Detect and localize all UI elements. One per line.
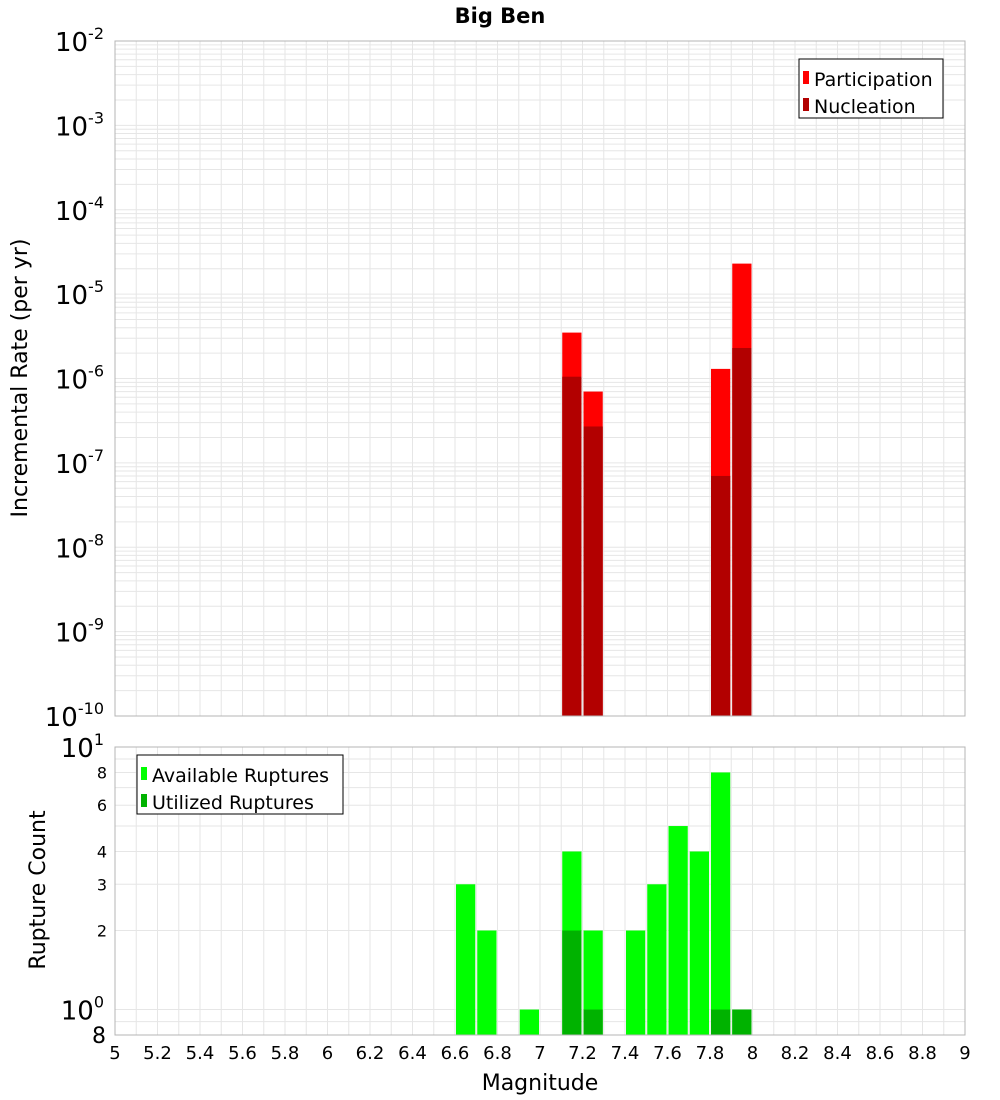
count-y-axis-label: Rupture Count <box>26 810 51 970</box>
y-tick-label: 10-2 <box>55 24 104 58</box>
x-tick-label: 7.6 <box>653 1043 682 1064</box>
legend-swatch <box>803 98 809 111</box>
x-tick-label: 5.4 <box>186 1043 215 1064</box>
x-tick-label: 8.6 <box>866 1043 895 1064</box>
x-tick-label: 6.2 <box>356 1043 385 1064</box>
y-tick-label: 8 <box>97 763 107 782</box>
x-tick-label: 7.4 <box>611 1043 640 1064</box>
y-tick-label: 10-8 <box>55 530 104 564</box>
legend-label: Available Ruptures <box>152 765 329 787</box>
y-tick-label: 10-9 <box>55 615 104 649</box>
bar-nucleation <box>732 347 752 716</box>
x-tick-label: 7.8 <box>696 1043 725 1064</box>
y-tick-label: 10-4 <box>55 193 104 227</box>
bar-available <box>689 851 709 1035</box>
legend-swatch <box>141 767 147 780</box>
plot-frame <box>114 40 966 717</box>
bar-nucleation <box>562 376 582 716</box>
y-tick-label: 8 <box>92 1024 106 1049</box>
legend-box <box>136 754 344 815</box>
y-tick-label: 10-3 <box>55 108 104 142</box>
bar-nucleation <box>583 426 603 716</box>
x-tick-label: 6.6 <box>441 1043 470 1064</box>
x-tick-label: 5.6 <box>228 1043 257 1064</box>
bar-available <box>583 930 603 1035</box>
bar-available <box>456 884 476 1035</box>
y-tick-label: 100 <box>61 993 104 1027</box>
legend-label: Nucleation <box>814 96 916 118</box>
x-tick-label: 5.2 <box>143 1043 172 1064</box>
legend-swatch <box>803 71 809 84</box>
x-tick-label: 8.4 <box>823 1043 852 1064</box>
y-tick-label: 10-10 <box>45 699 104 733</box>
legend-label: Participation <box>814 69 933 91</box>
x-tick-label: 5.8 <box>271 1043 300 1064</box>
x-tick-label: 8.2 <box>781 1043 810 1064</box>
x-tick-label: 8 <box>747 1043 758 1064</box>
x-tick-label: 6.4 <box>398 1043 427 1064</box>
x-tick-label: 7 <box>534 1043 545 1064</box>
bar-available <box>477 930 497 1035</box>
bar-utilized <box>562 930 582 1035</box>
x-tick-label: 8.8 <box>908 1043 937 1064</box>
y-tick-label: 10-5 <box>55 277 104 311</box>
y-tick-label: 101 <box>61 730 104 764</box>
x-tick-label: 6.8 <box>483 1043 512 1064</box>
bar-utilized <box>583 1009 603 1035</box>
bar-available <box>647 884 667 1035</box>
y-tick-label: 6 <box>97 796 107 815</box>
bar-utilized <box>732 1009 752 1035</box>
bar-utilized <box>711 1009 731 1035</box>
x-tick-label: 5 <box>109 1043 120 1064</box>
plot-frame <box>114 746 966 1036</box>
legend-label: Utilized Ruptures <box>152 792 314 814</box>
rate-panel: 10-10 10-9 10-8 10-7 10-6 10-5 10-4 10-3 10-2 Par… <box>45 24 966 733</box>
y-tick-label: 10-7 <box>55 446 104 480</box>
y-tick-label: 4 <box>97 842 107 861</box>
bar-available <box>668 826 688 1035</box>
x-tick-label: 7.2 <box>568 1043 597 1064</box>
x-tick-label: 6 <box>322 1043 333 1064</box>
bar-available <box>711 772 731 1035</box>
rate-y-axis-label: Incremental Rate (per yr) <box>8 239 33 518</box>
x-axis-label: Magnitude <box>482 1071 599 1096</box>
legend-box <box>798 58 944 119</box>
x-axis: 5 5.2 5.4 5.6 5.8 6 6.2 6.4 6.6 6.8 7 7.2 7.4 7.6 7.8 8… <box>109 1043 970 1064</box>
legend-swatch <box>141 794 147 807</box>
chart-title: Big Ben <box>455 4 546 28</box>
legend: Available Ruptures Utilized Ruptures <box>136 754 344 815</box>
x-tick-label: 9 <box>959 1043 970 1064</box>
y-tick-label: 2 <box>97 922 107 941</box>
bar-available <box>626 930 646 1035</box>
y-tick-label: 3 <box>97 875 107 894</box>
y-tick-label: 10-6 <box>55 362 104 396</box>
bar-available <box>519 1009 539 1035</box>
legend: Participation Nucleation <box>798 58 944 119</box>
bar-nucleation <box>711 475 731 716</box>
